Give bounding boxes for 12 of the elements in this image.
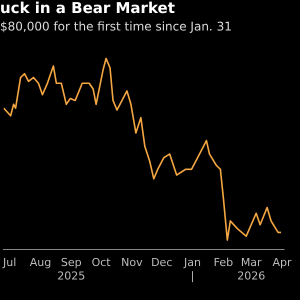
chart-subtitle: $80,000 for the first time since Jan. 31 [0,19,232,34]
x-tick-label: Jan | [183,256,202,282]
x-tick-label: Feb [214,256,234,270]
x-tick-label: Dec [151,256,172,270]
x-tick-label: Oct [92,256,112,270]
x-tick-label: Mar 2026 [237,256,266,282]
x-tick-label: Apr [272,256,292,270]
x-tick-label: Aug [30,256,52,270]
x-tick-label: Sep 2025 [57,256,86,282]
chart-title: uck in a Bear Market [0,0,175,17]
x-tick-label: Jul [2,256,16,270]
x-tick-label: Nov [121,256,144,270]
